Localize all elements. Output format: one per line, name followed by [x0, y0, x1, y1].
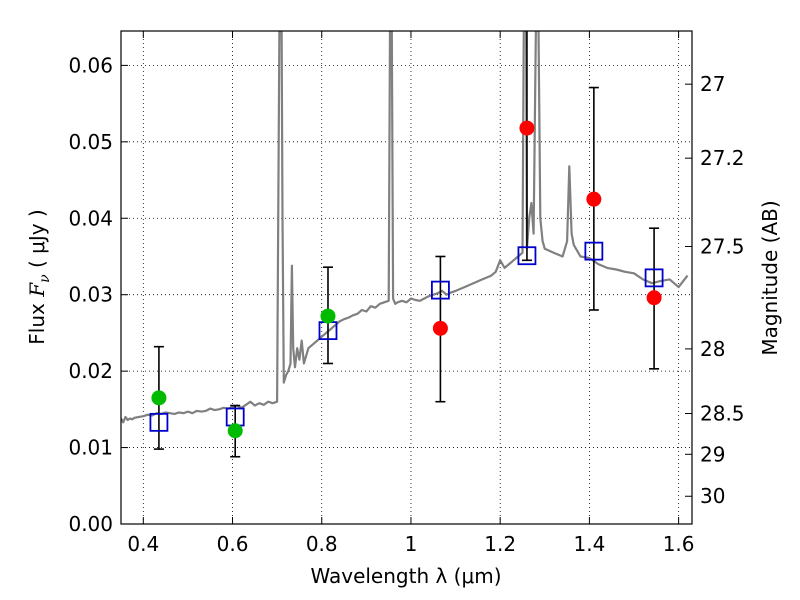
x-axis-title: Wavelength λ (μm) [310, 564, 501, 588]
y-axis-title-symbol: F [25, 282, 49, 298]
model-photometry-square [517, 246, 537, 266]
y2-tick-label: 27 [700, 72, 725, 96]
y-tick-label: 0.03 [68, 283, 113, 307]
y-tick-label: 0.00 [68, 512, 113, 536]
y2-tick-label: 27.2 [700, 146, 745, 170]
x-tick-label: 0.4 [127, 532, 159, 556]
plot-area-background [121, 31, 692, 524]
model-spectrum-line [121, 31, 689, 424]
model-photometry-square [644, 268, 664, 288]
ticks: 0.4 0.6 0.8 1 1.2 1.4 1.6 0.00 0.01 0.02 0.03 0.04 0… [68, 31, 745, 556]
observed-photometry-point [320, 308, 336, 324]
y2-tick-label: 28 [700, 337, 725, 361]
observed-photometry-point [646, 290, 662, 306]
y2-tick-label: 29 [700, 442, 725, 466]
y2-tick-label: 27.5 [700, 234, 745, 258]
y2-axis-title: Magnitude (AB) [758, 200, 782, 355]
observed-photometry-point [519, 120, 535, 136]
y-axis-title-unit: ( μJy ) [25, 209, 49, 274]
x-tick-label: 0.8 [306, 532, 338, 556]
data-layer [121, 31, 689, 458]
y-axis-title-subscript: ν [37, 274, 53, 283]
observed-photometry-point [586, 191, 602, 207]
model-photometry-square [149, 412, 169, 432]
y-tick-label: 0.04 [68, 206, 113, 230]
y-axis-title: Flux Fν ( μJy ) [25, 209, 53, 344]
y2-tick-label: 30 [700, 484, 725, 508]
y-tick-label: 0.01 [68, 436, 113, 460]
x-tick-label: 1 [405, 532, 418, 556]
x-tick-label: 1.4 [573, 532, 605, 556]
y-tick-label: 0.05 [68, 130, 113, 154]
observed-photometry-point [432, 320, 448, 336]
observed-photometry-point [151, 390, 167, 406]
y2-tick-label: 28.5 [700, 402, 745, 426]
x-tick-label: 1.6 [663, 532, 695, 556]
y-tick-label: 0.06 [68, 53, 113, 77]
y-tick-label: 0.02 [68, 359, 113, 383]
x-tick-label: 0.6 [217, 532, 249, 556]
y-axis-title-prefix: Flux [25, 297, 49, 345]
x-tick-label: 1.2 [484, 532, 516, 556]
observed-photometry-point [227, 423, 243, 439]
model-photometry-square [431, 280, 450, 300]
plot-frame [120, 30, 693, 525]
model-photometry-square [584, 241, 604, 261]
